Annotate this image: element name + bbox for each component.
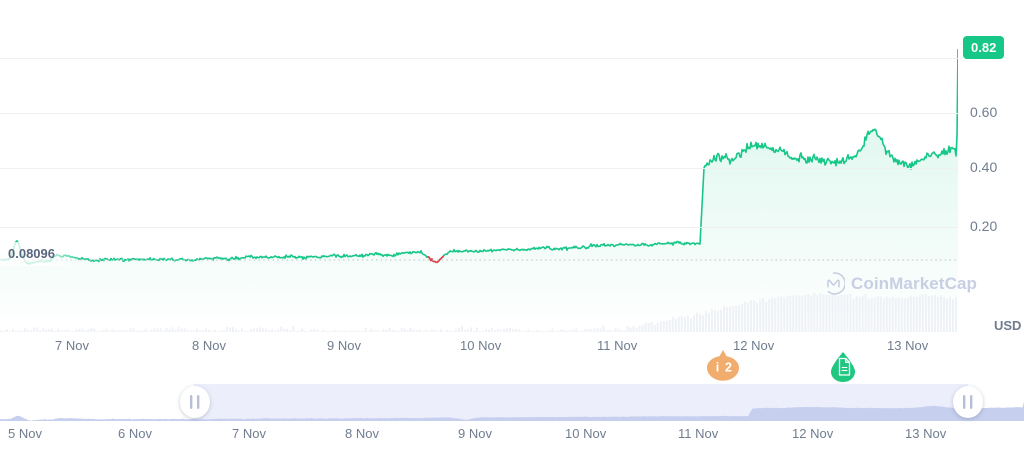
svg-text:2: 2 [725,361,732,375]
svg-text:i: i [716,361,719,375]
